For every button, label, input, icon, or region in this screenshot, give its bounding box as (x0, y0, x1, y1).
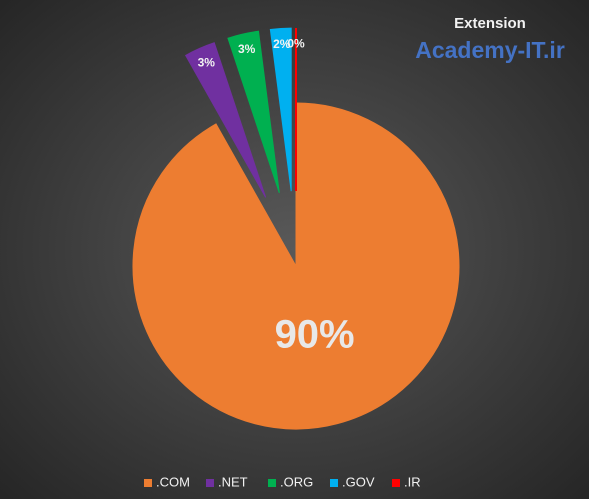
pie-slice (132, 102, 460, 430)
legend-label: .NET (218, 474, 248, 489)
legend-swatch (268, 479, 276, 487)
data-label: 0% (287, 36, 305, 50)
legend-swatch (144, 479, 152, 487)
legend-swatch (206, 479, 214, 487)
pie-slice (227, 30, 280, 194)
legend-label: .ORG (280, 474, 313, 489)
legend-label: .GOV (342, 474, 375, 489)
pie-slice (184, 42, 267, 198)
legend-swatch (392, 479, 400, 487)
watermark: Academy-IT.ir (415, 37, 565, 63)
data-label: 90% (275, 313, 355, 357)
legend-swatch (330, 479, 338, 487)
data-label: 2% (273, 37, 291, 51)
pie-slice (269, 27, 292, 192)
chart-title: Extension (454, 15, 526, 32)
data-label: 3% (198, 55, 216, 69)
data-label: 3% (238, 42, 256, 56)
legend-label: .IR (404, 474, 421, 489)
legend-label: .COM (156, 474, 190, 489)
